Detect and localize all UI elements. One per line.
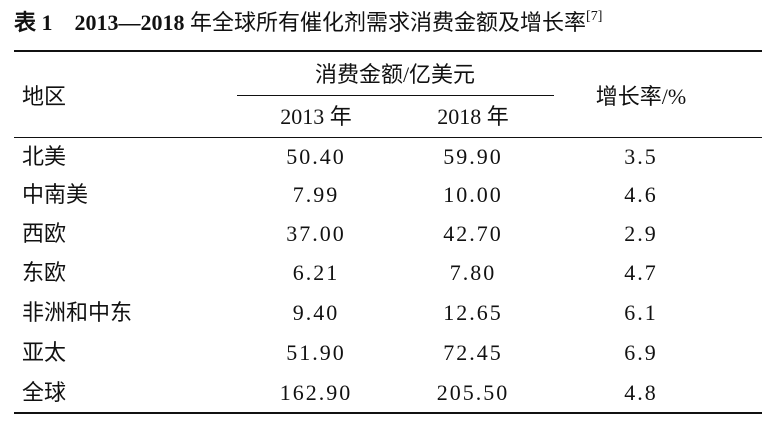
- value-cell: 37.00: [286, 221, 346, 246]
- caption-label: 表 1: [14, 10, 53, 35]
- region-cell: 全球: [22, 380, 67, 405]
- caption-reference: [7]: [586, 9, 603, 24]
- value-cell: 59.90: [443, 144, 503, 169]
- value-cell: 72.45: [443, 340, 503, 365]
- header-cell: 消费金额/亿美元: [314, 62, 476, 87]
- value-cell: 42.70: [443, 221, 503, 246]
- value-cell: 162.90: [279, 380, 353, 405]
- top-rule: [14, 50, 762, 52]
- header-cell: 增长率/%: [595, 84, 687, 109]
- header-cell: 2013 年: [280, 104, 352, 129]
- table-caption: 表 1 2013—2018 年全球所有催化剂需求消费金额及增长率[7]: [14, 10, 602, 34]
- region-cell: 中南美: [22, 182, 89, 207]
- value-cell: 51.90: [286, 340, 346, 365]
- value-cell: 4.8: [624, 380, 658, 405]
- value-cell: 7.80: [449, 260, 497, 285]
- value-cell: 6.1: [624, 300, 658, 325]
- caption-years: 2013—2018: [74, 10, 185, 35]
- header-cell: 2018 年: [437, 104, 509, 129]
- value-cell: 4.7: [624, 260, 658, 285]
- value-cell: 7.99: [292, 182, 340, 207]
- value-cell: 6.21: [292, 260, 340, 285]
- value-cell: 50.40: [286, 144, 346, 169]
- value-cell: 6.9: [624, 340, 658, 365]
- value-cell: 2.9: [624, 221, 658, 246]
- bottom-rule: [14, 412, 762, 414]
- region-cell: 西欧: [22, 221, 67, 246]
- value-cell: 12.65: [443, 300, 503, 325]
- value-cell: 10.00: [443, 182, 503, 207]
- value-cell: 9.40: [292, 300, 340, 325]
- group-rule: [237, 95, 554, 96]
- value-cell: 205.50: [436, 380, 510, 405]
- value-cell: 4.6: [624, 182, 658, 207]
- region-cell: 非洲和中东: [22, 300, 133, 325]
- region-cell: 亚太: [22, 340, 67, 365]
- region-cell: 北美: [22, 144, 67, 169]
- value-cell: 3.5: [624, 144, 658, 169]
- header-rule: [14, 137, 762, 138]
- header-cell: 地区: [22, 84, 67, 109]
- region-cell: 东欧: [22, 260, 67, 285]
- caption-text: 年全球所有催化剂需求消费金额及增长率: [184, 10, 587, 35]
